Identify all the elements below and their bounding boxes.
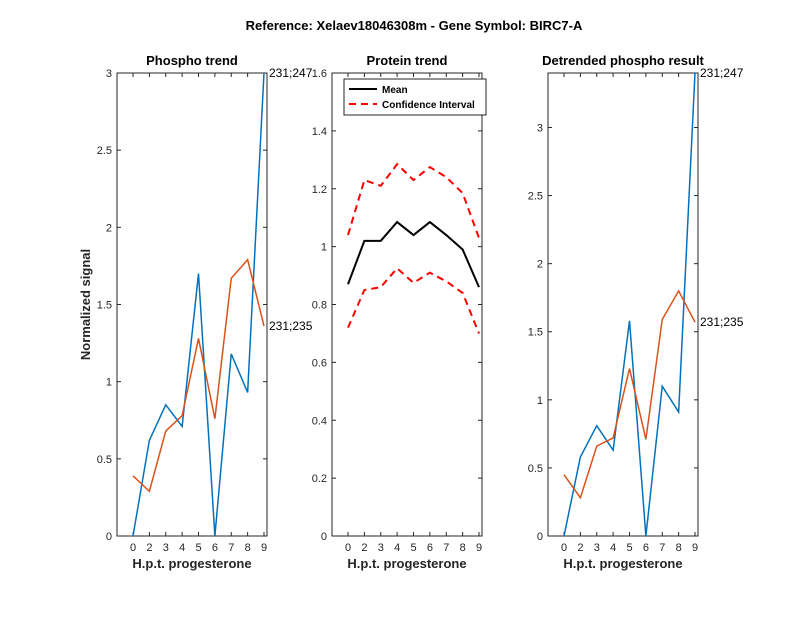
- y-tick-label: 2.5: [528, 191, 543, 203]
- x-tick-label: 4: [610, 542, 616, 554]
- series-line-231-247: [132, 73, 265, 536]
- y-tick-label: 1.5: [97, 300, 112, 312]
- series-line-mean: [347, 220, 480, 288]
- axes-title: Detrended phospho result: [542, 53, 704, 68]
- x-tick-label: 2: [361, 542, 367, 554]
- y-tick-label: 2: [106, 222, 112, 234]
- y-tick-label: 3: [537, 122, 543, 134]
- x-tick-label: 9: [692, 542, 698, 554]
- y-tick-label: 1.6: [312, 68, 327, 80]
- y-tick-label: 0: [537, 531, 543, 543]
- legend-box: [343, 78, 487, 116]
- y-tick-label: 2.5: [97, 145, 112, 157]
- x-tick-label: 4: [394, 542, 400, 554]
- y-tick-label: 0.6: [312, 357, 327, 369]
- series-line-231-235: [563, 289, 696, 500]
- legend-entry-label: Confidence Interval: [382, 100, 475, 111]
- x-tick-label: 7: [228, 542, 234, 554]
- series-annotation: 231;247: [269, 66, 313, 80]
- y-tick-label: 0.8: [312, 300, 327, 312]
- x-tick-label: 9: [261, 542, 267, 554]
- series-line-confidence-interval: [347, 162, 480, 239]
- x-tick-label: 0: [130, 542, 136, 554]
- y-tick-label: 0.2: [312, 473, 327, 485]
- x-tick-label: 3: [163, 542, 169, 554]
- series-line-231-247: [563, 73, 696, 536]
- series-annotation: 231;235: [269, 319, 313, 333]
- y-tick-label: 3: [106, 68, 112, 80]
- y-tick-label: 0.4: [312, 415, 327, 427]
- y-tick-label: 1: [537, 395, 543, 407]
- figure-title: Reference: Xelaev18046308m - Gene Symbol…: [246, 18, 583, 33]
- series-annotation: 231;235: [700, 315, 744, 329]
- series-annotation: 231;247: [700, 66, 744, 80]
- x-axis-label: H.p.t. progesterone: [132, 556, 251, 571]
- x-tick-label: 0: [561, 542, 567, 554]
- y-axis-label: Normalized signal: [78, 249, 93, 360]
- legend-entry-label: Mean: [382, 85, 408, 96]
- x-tick-label: 0: [345, 542, 351, 554]
- x-axis-label: H.p.t. progesterone: [347, 556, 466, 571]
- y-tick-label: 0.5: [528, 463, 543, 475]
- x-tick-label: 9: [476, 542, 482, 554]
- y-tick-label: 1: [321, 242, 327, 254]
- x-tick-label: 6: [212, 542, 218, 554]
- x-tick-label: 4: [179, 542, 185, 554]
- legend: Mean Confidence Interval: [343, 78, 487, 116]
- x-tick-label: 3: [378, 542, 384, 554]
- y-tick-label: 0.5: [97, 454, 112, 466]
- x-tick-label: 8: [460, 542, 466, 554]
- y-tick-label: 0: [321, 531, 327, 543]
- chart-panel-2: 00.20.40.60.811.21.41.60 2 3 4 5 6 7 8 9Protein …: [312, 53, 487, 571]
- x-tick-label: 5: [626, 542, 632, 554]
- y-tick-label: 1.5: [528, 327, 543, 339]
- x-tick-label: 2: [577, 542, 583, 554]
- x-tick-label: 6: [427, 542, 433, 554]
- x-axis-label: H.p.t. progesterone: [563, 556, 682, 571]
- y-tick-label: 1.2: [312, 184, 327, 196]
- axes-title: Protein trend: [367, 53, 448, 68]
- axes-title: Phospho trend: [146, 53, 238, 68]
- x-tick-label: 8: [676, 542, 682, 554]
- x-tick-label: 7: [659, 542, 665, 554]
- x-tick-label: 8: [245, 542, 251, 554]
- x-tick-label: 7: [443, 542, 449, 554]
- y-tick-label: 1: [106, 377, 112, 389]
- x-tick-label: 5: [195, 542, 201, 554]
- axes-frame: [547, 72, 699, 537]
- x-tick-label: 6: [643, 542, 649, 554]
- x-tick-label: 3: [594, 542, 600, 554]
- x-tick-label: 2: [146, 542, 152, 554]
- y-tick-label: 0: [106, 531, 112, 543]
- y-tick-label: 2: [537, 259, 543, 271]
- y-tick-label: 1.4: [312, 126, 327, 138]
- series-line-231-235: [132, 258, 265, 493]
- x-tick-label: 5: [410, 542, 416, 554]
